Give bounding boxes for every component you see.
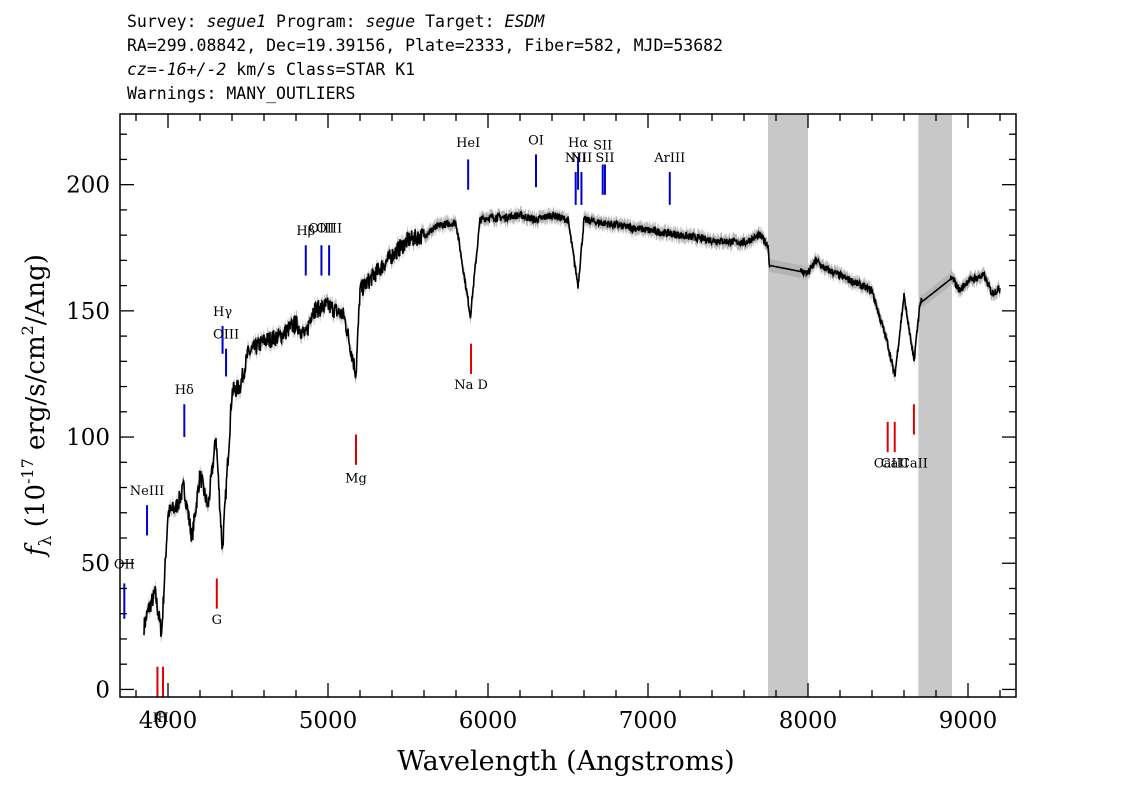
emission-line-label: OI <box>528 133 544 148</box>
emission-line-label: OII <box>114 557 135 572</box>
plot-frame <box>119 113 1017 698</box>
header-line-coordinates: RA=299.08842, Dec=19.39156, Plate=2333, … <box>127 36 724 55</box>
masked-region <box>768 114 808 697</box>
cz-class: km/s Class=STAR K1 <box>226 60 416 79</box>
header-line-survey: Survey: segue1 Program: segue Target: ES… <box>127 10 723 34</box>
y-axis-label-text: fλ (10-17 erg/s/cm2/Ang) <box>18 254 56 558</box>
masked-region <box>918 114 952 697</box>
absorption-line-label: H <box>157 711 168 726</box>
y-tick-label: 100 <box>66 425 110 451</box>
absorption-line-label: Na D <box>454 378 488 393</box>
absorption-line-label: CaII <box>900 456 928 471</box>
y-tick-label: 150 <box>66 299 110 325</box>
absorption-line-label: K <box>153 711 163 726</box>
absorption-line-label: G <box>212 613 222 628</box>
emission-line-label: OIII <box>213 328 239 343</box>
header-line-warnings: Warnings: MANY_OUTLIERS <box>127 84 356 103</box>
absorption-line-label: Mg <box>345 471 367 486</box>
absorption-line-label: CaII <box>874 456 902 471</box>
emission-line-label: OIII <box>308 222 334 237</box>
y-tick-label: 200 <box>66 173 110 199</box>
spectrum-header: Survey: segue1 Program: segue Target: ES… <box>127 10 723 106</box>
x-tick-label: 7000 <box>619 708 678 734</box>
target-label: Target: <box>425 12 495 31</box>
emission-line-label: ArIII <box>653 151 685 166</box>
program-value: segue <box>365 12 416 31</box>
emission-line-label: SII <box>593 138 612 153</box>
x-tick-label: 5000 <box>299 708 358 734</box>
error-envelope <box>144 205 1000 643</box>
cz-label: cz <box>127 60 147 79</box>
masked-regions <box>768 114 952 697</box>
survey-label: Survey: <box>127 12 197 31</box>
emission-line-label: Hα <box>568 136 588 151</box>
emission-line-label: Hγ <box>213 305 232 320</box>
emission-line-label: HeI <box>456 136 480 151</box>
x-tick-label: 8000 <box>779 708 838 734</box>
emission-line-label: SII <box>595 151 614 166</box>
emission-line-label: NII <box>565 151 587 166</box>
emission-line-label: NeIII <box>130 484 164 499</box>
emission-line-label: Hδ <box>175 383 194 398</box>
x-axis-label: Wavelength (Angstroms) <box>397 746 734 777</box>
flux-line <box>143 210 1001 637</box>
y-tick-label: 50 <box>81 551 110 577</box>
y-tick-label: 0 <box>95 677 110 703</box>
target-value: ESDM <box>504 12 545 31</box>
absorption-line-label: CaII <box>881 456 909 471</box>
cz-value: =-16+/-2 <box>146 60 227 79</box>
x-tick-label: 6000 <box>459 708 518 734</box>
plot-axes: 4000 5000 6000 7000 8000 9000 0 50 100 150 200 <box>66 113 1017 734</box>
emission-line-label: Hβ <box>296 224 315 239</box>
y-axis-label: fλ (10-17 erg/s/cm2/Ang) <box>18 254 56 558</box>
x-tick-label: 4000 <box>139 708 198 734</box>
header-line-cz: cz=-16+/-2 km/s Class=STAR K1 <box>127 58 723 82</box>
emission-line-label: OIII <box>316 222 342 237</box>
emission-line-label: NII <box>571 151 593 166</box>
error-band <box>144 205 1000 643</box>
x-tick-label: 9000 <box>939 708 998 734</box>
spectrum-series <box>143 210 1001 637</box>
survey-value: segue1 <box>206 12 267 31</box>
program-label: Program: <box>276 12 356 31</box>
